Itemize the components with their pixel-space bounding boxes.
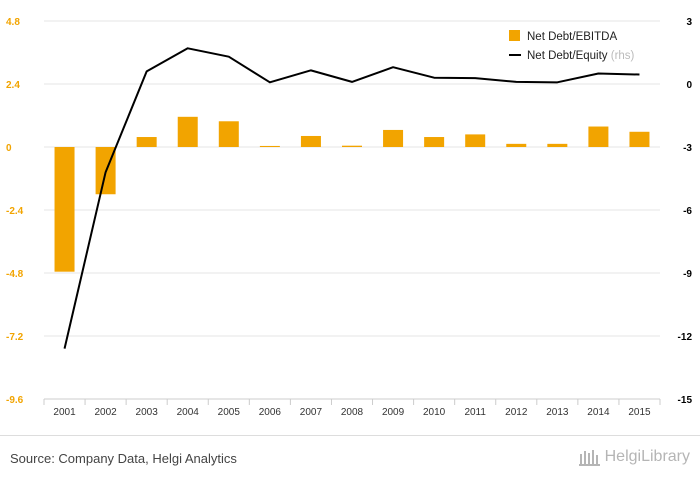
x-tick-label: 2014	[587, 407, 610, 418]
x-tick-label: 2013	[546, 407, 569, 418]
helgi-library-logo[interactable]: HelgiLibrary	[578, 448, 690, 466]
bar-2008	[342, 145, 362, 147]
bar-2004	[177, 116, 198, 147]
bar-2015	[629, 131, 650, 147]
line-series	[63, 47, 640, 349]
source-note: Source: Company Data, Helgi Analytics	[10, 451, 237, 466]
right-tick-label: -3	[683, 143, 692, 154]
legend-swatch-ebitda	[509, 30, 520, 41]
x-tick-label: 2005	[218, 407, 241, 418]
bar-2006	[259, 145, 280, 147]
left-tick-label: 4.8	[6, 17, 20, 28]
x-tick-label: 2004	[177, 407, 200, 418]
bar-2012	[506, 143, 527, 147]
x-tick-label: 2006	[259, 407, 282, 418]
x-tick-label: 2010	[423, 407, 446, 418]
legend: Net Debt/EBITDA Net Debt/Equity (rhs)	[509, 30, 635, 62]
right-axis: 3 0 -3 -6 -9 -12 -15	[678, 17, 693, 406]
x-tick-label: 2001	[53, 407, 76, 418]
net-debt-equity-line	[63, 47, 640, 349]
chart: 4.8 2.4 0 -2.4 -4.8 -7.2 -9.6 3 0 -3 -6 -9 -12 -15 2…	[6, 17, 693, 418]
gridlines	[44, 20, 660, 337]
bar-2007	[300, 135, 321, 147]
left-axis: 4.8 2.4 0 -2.4 -4.8 -7.2 -9.6	[6, 17, 24, 406]
bar-2011	[465, 134, 486, 147]
x-tick-label: 2012	[505, 407, 528, 418]
legend-label-equity: Net Debt/Equity (rhs)	[527, 50, 635, 62]
left-tick-label: 2.4	[6, 80, 20, 91]
x-tick-label: 2007	[300, 407, 323, 418]
right-tick-label: -12	[678, 332, 693, 343]
left-tick-label: 0	[6, 143, 12, 154]
bar-2010	[424, 137, 445, 147]
left-tick-label: -9.6	[6, 395, 24, 406]
x-axis: 2001 2002 2003 2004 2005 2006 2007 2008 2009 2010…	[43, 398, 661, 418]
bar-series	[54, 116, 650, 272]
logo-text: HelgiLibrary	[604, 448, 690, 465]
x-tick-label: 2015	[628, 407, 651, 418]
bar-2001	[54, 147, 75, 272]
right-tick-label: -9	[683, 269, 692, 280]
bar-2014	[588, 126, 609, 147]
left-tick-label: -7.2	[6, 332, 24, 343]
right-tick-label: -15	[678, 395, 693, 406]
right-tick-label: 3	[686, 17, 692, 28]
x-tick-label: 2003	[136, 407, 159, 418]
x-tick-label: 2009	[382, 407, 405, 418]
bar-2003	[136, 137, 157, 147]
x-tick-label: 2002	[94, 407, 117, 418]
right-tick-label: -6	[683, 206, 692, 217]
left-tick-label: -4.8	[6, 269, 24, 280]
x-tick-label: 2008	[341, 407, 364, 418]
footer-separator	[0, 435, 700, 436]
right-tick-label: 0	[686, 80, 692, 91]
bar-2013	[547, 143, 568, 147]
legend-rhs-note: (rhs)	[611, 50, 635, 62]
bar-2005	[218, 121, 239, 147]
left-tick-label: -2.4	[6, 206, 24, 217]
bar-2009	[383, 129, 404, 147]
x-tick-label: 2011	[464, 407, 486, 418]
legend-label-ebitda: Net Debt/EBITDA	[527, 31, 617, 43]
library-icon	[578, 450, 600, 466]
